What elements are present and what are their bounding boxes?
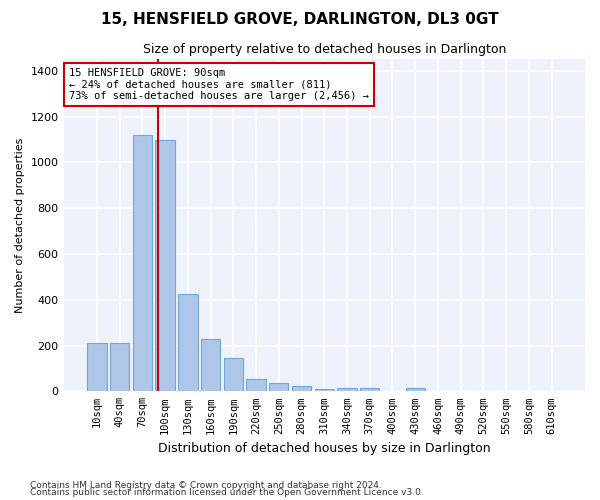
Bar xyxy=(87,343,107,392)
Bar xyxy=(292,386,311,392)
Title: Size of property relative to detached houses in Darlington: Size of property relative to detached ho… xyxy=(143,42,506,56)
X-axis label: Distribution of detached houses by size in Darlington: Distribution of detached houses by size … xyxy=(158,442,491,455)
Bar xyxy=(247,378,266,392)
Bar xyxy=(360,388,379,392)
Bar xyxy=(155,140,175,392)
Text: Contains HM Land Registry data © Crown copyright and database right 2024.: Contains HM Land Registry data © Crown c… xyxy=(30,480,382,490)
Bar xyxy=(224,358,243,392)
Text: 15, HENSFIELD GROVE, DARLINGTON, DL3 0GT: 15, HENSFIELD GROVE, DARLINGTON, DL3 0GT xyxy=(101,12,499,28)
Bar xyxy=(133,135,152,392)
Bar xyxy=(201,338,220,392)
Text: Contains public sector information licensed under the Open Government Licence v3: Contains public sector information licen… xyxy=(30,488,424,497)
Bar xyxy=(337,388,356,392)
Bar xyxy=(406,388,425,392)
Text: 15 HENSFIELD GROVE: 90sqm
← 24% of detached houses are smaller (811)
73% of semi: 15 HENSFIELD GROVE: 90sqm ← 24% of detac… xyxy=(69,68,369,101)
Bar xyxy=(269,382,289,392)
Bar xyxy=(314,388,334,392)
Bar xyxy=(178,294,197,392)
Y-axis label: Number of detached properties: Number of detached properties xyxy=(15,138,25,313)
Bar xyxy=(110,343,130,392)
